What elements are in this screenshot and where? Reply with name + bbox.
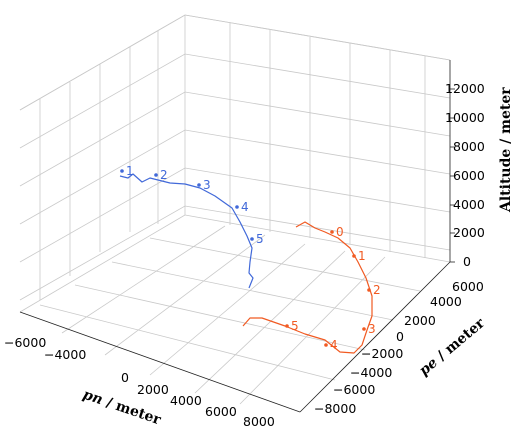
- altitude-tick-label: 4000: [453, 197, 485, 212]
- waypoint-marker: [330, 230, 334, 234]
- pe-axis: 6000 4000 2000 0 −2000 −4000 −6000 −8000…: [314, 279, 488, 416]
- pe-tick-label: −4000: [350, 365, 392, 380]
- waypoint-label: 1: [358, 249, 366, 263]
- axis-frame: [19, 60, 451, 413]
- altitude-tick-label: 10000: [445, 110, 485, 125]
- pn-tick-label: 0: [121, 370, 129, 385]
- pe-tick-label: −2000: [361, 346, 403, 361]
- pn-tick-label: 6000: [205, 404, 237, 419]
- waypoint-marker: [250, 237, 254, 241]
- waypoint-marker: [285, 324, 289, 328]
- waypoint-marker: [362, 327, 366, 331]
- waypoint-label: 5: [291, 319, 299, 333]
- waypoint-label: 3: [368, 322, 376, 336]
- waypoint-label: 4: [241, 200, 249, 214]
- pn-axis: −6000 −4000 0 2000 4000 6000 8000 pn / m…: [4, 335, 275, 426]
- waypoint-label: 3: [203, 178, 211, 192]
- waypoint-marker: [235, 205, 239, 209]
- pe-tick-label: −6000: [333, 382, 375, 397]
- trajectory-line-1: [119, 173, 254, 289]
- altitude-tick-label: 0: [463, 254, 471, 269]
- pe-tick-label: 0: [396, 329, 404, 344]
- grid: [19, 14, 451, 405]
- altitude-axis: 0 2000 4000 6000 8000 10000 12000 Altitu…: [445, 81, 512, 269]
- waypoint-marker: [197, 183, 201, 187]
- waypoint-marker: [154, 173, 158, 177]
- pe-tick-label: 4000: [430, 294, 462, 309]
- pn-tick-label: −4000: [44, 347, 86, 362]
- waypoint-marker: [324, 343, 328, 347]
- pn-tick-label: −6000: [4, 335, 46, 350]
- waypoint-label: 4: [330, 338, 338, 352]
- altitude-tick-label: 6000: [453, 168, 485, 183]
- waypoint-label: 2: [373, 283, 381, 297]
- waypoint-label: 1: [126, 164, 134, 178]
- series-layer: [119, 173, 373, 354]
- waypoint-label: 0: [336, 225, 344, 239]
- pe-tick-label: 6000: [452, 279, 484, 294]
- altitude-axis-label: Altitude / meter: [498, 87, 512, 213]
- waypoint-marker: [367, 288, 371, 292]
- waypoint-label: 5: [256, 232, 264, 246]
- pe-tick-label: −8000: [314, 401, 356, 416]
- altitude-tick-label: 8000: [453, 139, 485, 154]
- altitude-tick-label: 12000: [445, 81, 485, 96]
- pn-tick-label: 4000: [170, 393, 202, 408]
- pn-tick-label: 8000: [243, 414, 275, 426]
- waypoint-label: 2: [160, 168, 168, 182]
- pn-tick-label: 2000: [137, 382, 169, 397]
- pe-tick-label: 2000: [404, 313, 436, 328]
- waypoint-marker: [120, 169, 124, 173]
- waypoint-marker: [352, 254, 356, 258]
- trajectory-line-2: [242, 221, 373, 354]
- altitude-tick-label: 2000: [453, 225, 485, 240]
